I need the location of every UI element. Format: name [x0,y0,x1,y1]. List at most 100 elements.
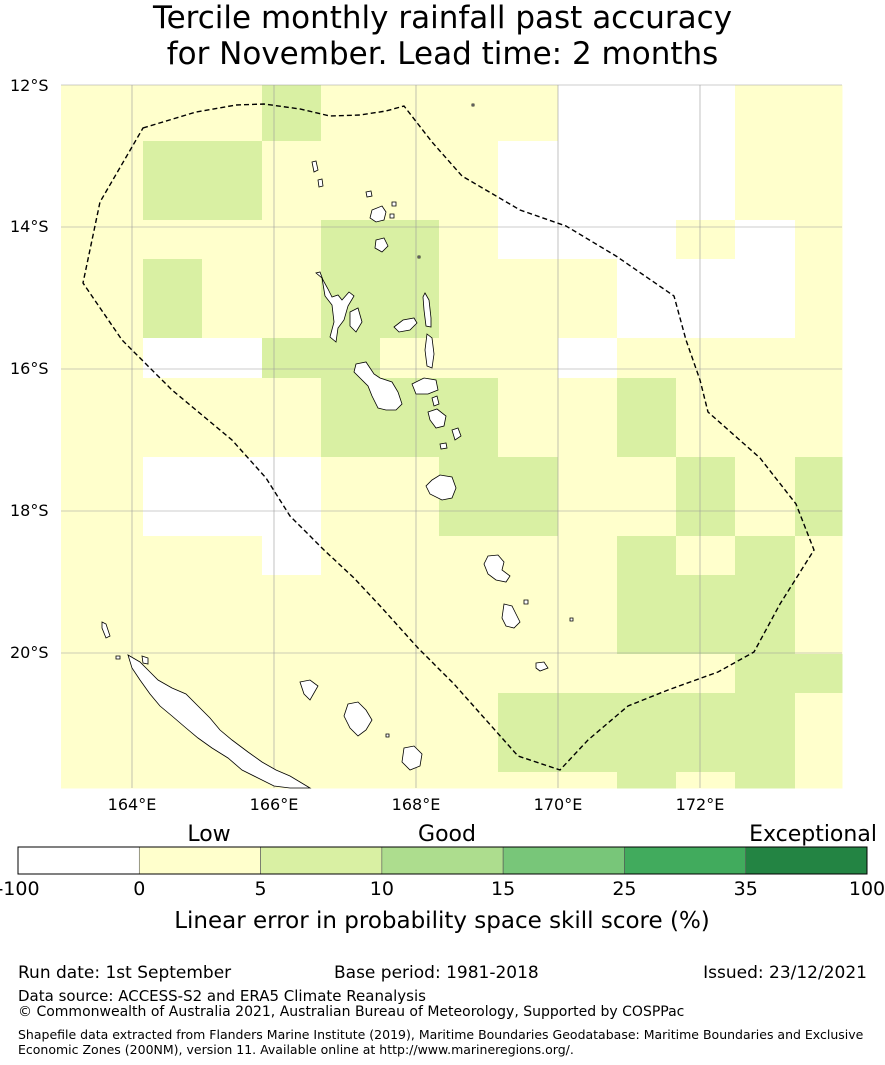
skill-cell [498,457,559,497]
skill-cell [84,457,144,497]
skill-cell [498,180,559,221]
skill-cell [676,85,736,102]
skill-cell [617,536,677,576]
skill-cell [202,536,263,576]
skill-cell [498,101,559,142]
skill-cell [439,338,499,379]
skill-cell [676,101,736,142]
skill-cell [735,141,796,181]
lon-label-168e: 168°E [392,795,441,814]
skill-cell [84,575,144,615]
colorbar-tick-label: 5 [255,878,267,900]
skill-cell [735,378,796,418]
skill-cell [676,378,736,418]
skill-cell [262,338,322,379]
skill-cell [558,180,618,221]
island-paama [431,395,440,407]
skill-cell [617,496,677,537]
skill-cell [617,299,677,339]
skill-cell [84,338,144,379]
skill-cell [439,496,499,537]
skill-cell [380,496,440,537]
skill-cell [262,693,322,734]
skill-cell [321,101,381,142]
skill-cell [321,733,381,773]
skill-cell [143,299,203,339]
skill-cell [735,101,796,142]
skill-cell [617,417,677,458]
skill-cell [61,338,85,379]
island-erromango [483,554,511,583]
skill-cell [84,378,144,418]
run-date: Run date: 1st September [18,963,232,983]
skill-cell [558,575,618,615]
skill-cell [795,180,843,221]
data-source: Data source: ACCESS-S2 and ERA5 Climate … [18,987,426,1005]
skill-cell [262,457,322,497]
skill-cell [61,85,85,102]
skill-cell [380,180,440,221]
skill-cell [202,220,263,260]
island-lifou [343,701,373,737]
skill-cell [558,141,618,181]
skill-cell [617,338,677,379]
skill-cell [617,654,677,694]
skill-cell [558,496,618,537]
island-epi [427,408,447,429]
skill-cell [439,220,499,260]
lat-label-20s: 20°S [10,643,49,662]
skill-cell [795,733,843,773]
skill-cell [735,772,796,789]
skill-cell [439,654,499,694]
skill-cell [262,378,322,418]
skill-cell [617,101,677,142]
skill-cell [143,220,203,260]
skill-cell [143,378,203,418]
skill-cell [143,180,203,221]
skill-cell [202,141,263,181]
skill-cell [795,220,843,260]
skill-cell [84,693,144,734]
skill-cell [61,733,85,773]
colorbar-bin [502,846,625,875]
skill-cell [143,496,203,537]
skill-cell [617,378,677,418]
island-espiritu-santo [315,271,355,343]
shapefile-credit-line2: Economic Zones (200NM), version 11. Avai… [18,1042,574,1057]
shapefile-credit-line1: Shapefile data extracted from Flanders M… [18,1027,864,1042]
skill-cell [558,693,618,734]
skill-cell [61,378,85,418]
island-ouvea [299,679,319,701]
map-panel [61,84,843,789]
skill-cell [321,614,381,655]
skill-cell [498,338,559,379]
skill-cell [262,575,322,615]
skill-grid [61,85,843,789]
base-period: Base period: 1981-2018 [334,963,539,983]
skill-cell [202,299,263,339]
skill-cell [61,457,85,497]
skill-cell [617,733,677,773]
skill-cell [558,378,618,418]
skill-cell [143,101,203,142]
skill-cell [380,654,440,694]
skill-cell [84,141,144,181]
skill-cell [735,417,796,458]
skill-cell [84,220,144,260]
island-merelava [389,213,395,219]
skill-cell [321,536,381,576]
skill-cell [262,733,322,773]
island-mota [391,201,397,207]
lon-label-164e: 164°E [108,795,157,814]
island-futuna [523,599,529,605]
skill-cell [498,85,559,102]
skill-cell [84,733,144,773]
colorbar-bin [381,846,504,875]
island-belep [101,621,111,639]
skill-cell [795,338,843,379]
legend-exceptional-label: Exceptional [749,822,877,847]
skill-cell [143,338,203,379]
skill-cell [84,85,144,102]
skill-cell [61,141,85,181]
skill-cell [84,536,144,576]
